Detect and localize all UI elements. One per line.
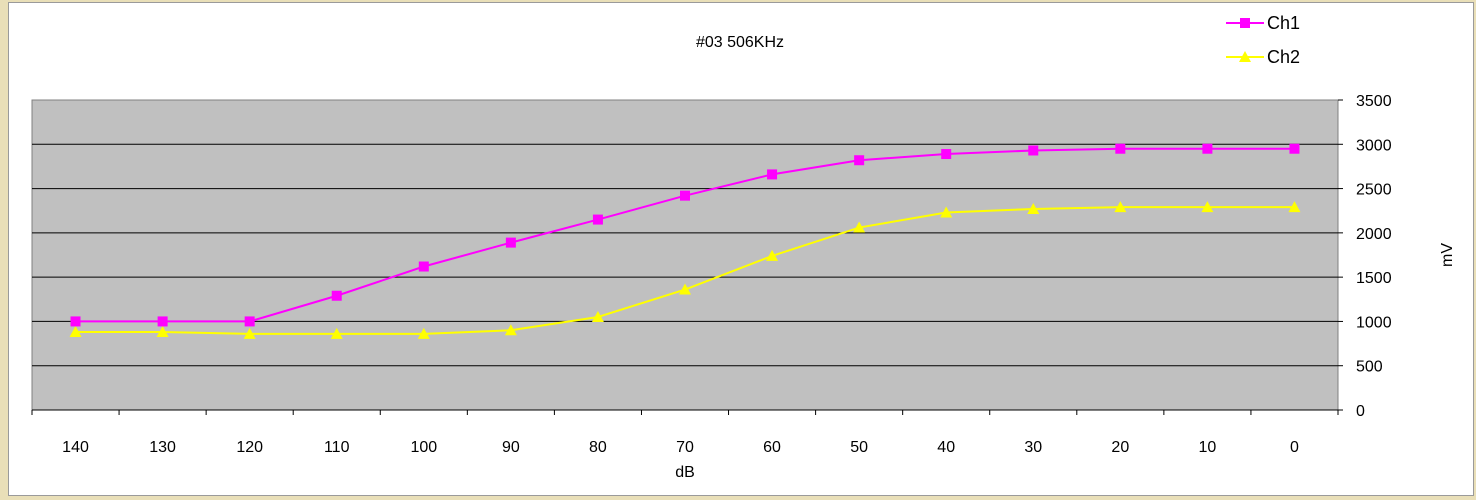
data-point-ch2: [417, 327, 430, 339]
y-tick-label: 3500: [1356, 93, 1392, 110]
data-point-ch1: [1115, 143, 1126, 154]
data-point-ch1: [1202, 143, 1213, 154]
data-point-ch1: [854, 155, 865, 166]
data-point-ch2: [1027, 202, 1040, 214]
x-tick-label: 60: [763, 439, 781, 456]
x-tick-label: 110: [324, 439, 350, 456]
x-axis-label: dB: [675, 464, 695, 481]
y-tick-label: 3000: [1356, 137, 1392, 154]
data-point-ch1: [157, 316, 168, 327]
data-point-ch2: [679, 283, 691, 295]
data-point-ch2: [156, 326, 169, 338]
data-point-ch2: [330, 327, 343, 339]
series-layer: [69, 143, 1301, 339]
x-tick-label: 40: [937, 439, 955, 456]
data-point-ch2: [243, 327, 256, 339]
series-ch2: [69, 201, 1301, 339]
legend: Ch1 Ch2: [1226, 13, 1300, 67]
data-point-ch1: [592, 214, 603, 225]
plot-area: [31, 99, 1339, 411]
data-point-ch1: [418, 261, 429, 272]
chart-frame: #03 506KHz 140 130 120 110 100 90 80 70 60 50 40 30…: [8, 2, 1474, 496]
x-tick-label: 20: [1111, 439, 1129, 456]
data-point-ch1: [505, 237, 516, 248]
data-point-ch1: [331, 290, 342, 301]
legend-marker: [1239, 51, 1251, 62]
y-axis: 0 500 1000 1500 2000 2500 3000 3500: [1338, 93, 1392, 420]
legend-label: Ch1: [1267, 13, 1300, 33]
data-point-ch2: [940, 206, 953, 218]
x-tick-label: 30: [1024, 439, 1042, 456]
chart-title: #03 506KHz: [696, 34, 784, 51]
x-tick-label: 130: [149, 439, 176, 456]
data-point-ch1: [680, 190, 690, 201]
data-point-ch2: [591, 311, 604, 322]
x-tick-label: 140: [62, 439, 89, 456]
data-point-ch1: [767, 169, 778, 180]
x-tick-label: 0: [1290, 439, 1299, 456]
data-point-ch2: [69, 326, 82, 338]
x-tick-label: 10: [1199, 439, 1217, 456]
legend-item-ch2: Ch2: [1226, 47, 1300, 67]
x-tick-label: 80: [589, 439, 607, 456]
data-point-ch2: [1201, 201, 1214, 213]
data-point-ch2: [766, 249, 779, 261]
x-axis: 140 130 120 110 100 90 80 70 60 50 40 30 20 10 0: [31, 409, 1339, 456]
data-point-ch2: [853, 221, 866, 233]
y-tick-label: 500: [1356, 359, 1383, 376]
data-point-ch1: [244, 316, 255, 327]
x-tick-label: 90: [502, 439, 520, 456]
legend-item-ch1: Ch1: [1226, 13, 1300, 33]
legend-marker: [1240, 18, 1250, 28]
y-tick-label: 2000: [1356, 226, 1392, 243]
line-chart: #03 506KHz 140 130 120 110 100 90 80 70 60 50 40 30…: [31, 13, 1456, 481]
series-ch1: [70, 143, 1300, 327]
y-tick-label: 1500: [1356, 270, 1392, 287]
data-point-ch2: [504, 324, 517, 336]
legend-label: Ch2: [1267, 47, 1300, 67]
y-tick-label: 1000: [1356, 314, 1392, 331]
y-tick-label: 0: [1356, 403, 1365, 420]
x-tick-label: 50: [850, 439, 868, 456]
x-tick-label: 100: [410, 439, 437, 456]
data-point-ch2: [1114, 201, 1127, 213]
x-tick-label: 70: [676, 439, 694, 456]
y-tick-label: 2500: [1356, 182, 1392, 199]
x-tick-label: 120: [236, 439, 263, 456]
y-axis-label: mV: [1439, 243, 1456, 267]
data-point-ch1: [1289, 143, 1300, 154]
data-point-ch1: [70, 316, 81, 327]
data-point-ch1: [1028, 145, 1039, 156]
data-point-ch1: [941, 149, 952, 160]
data-point-ch2: [1288, 201, 1301, 213]
